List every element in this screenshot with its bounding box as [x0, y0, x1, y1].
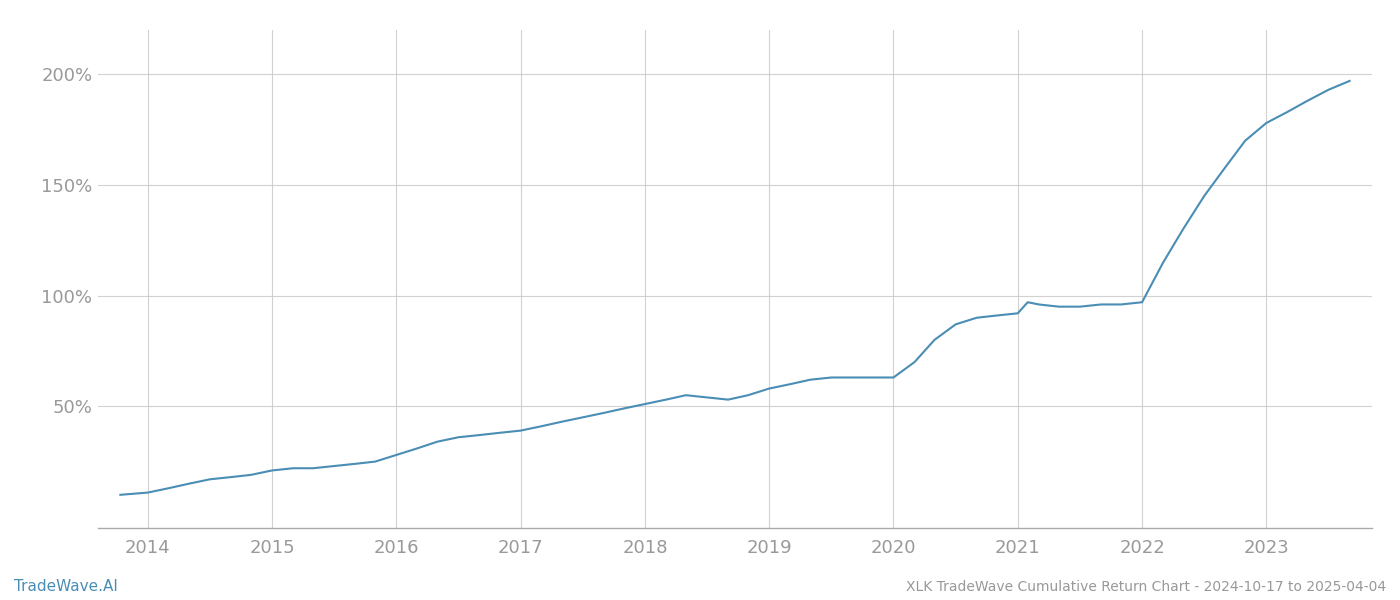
Text: TradeWave.AI: TradeWave.AI: [14, 579, 118, 594]
Text: XLK TradeWave Cumulative Return Chart - 2024-10-17 to 2025-04-04: XLK TradeWave Cumulative Return Chart - …: [906, 580, 1386, 594]
